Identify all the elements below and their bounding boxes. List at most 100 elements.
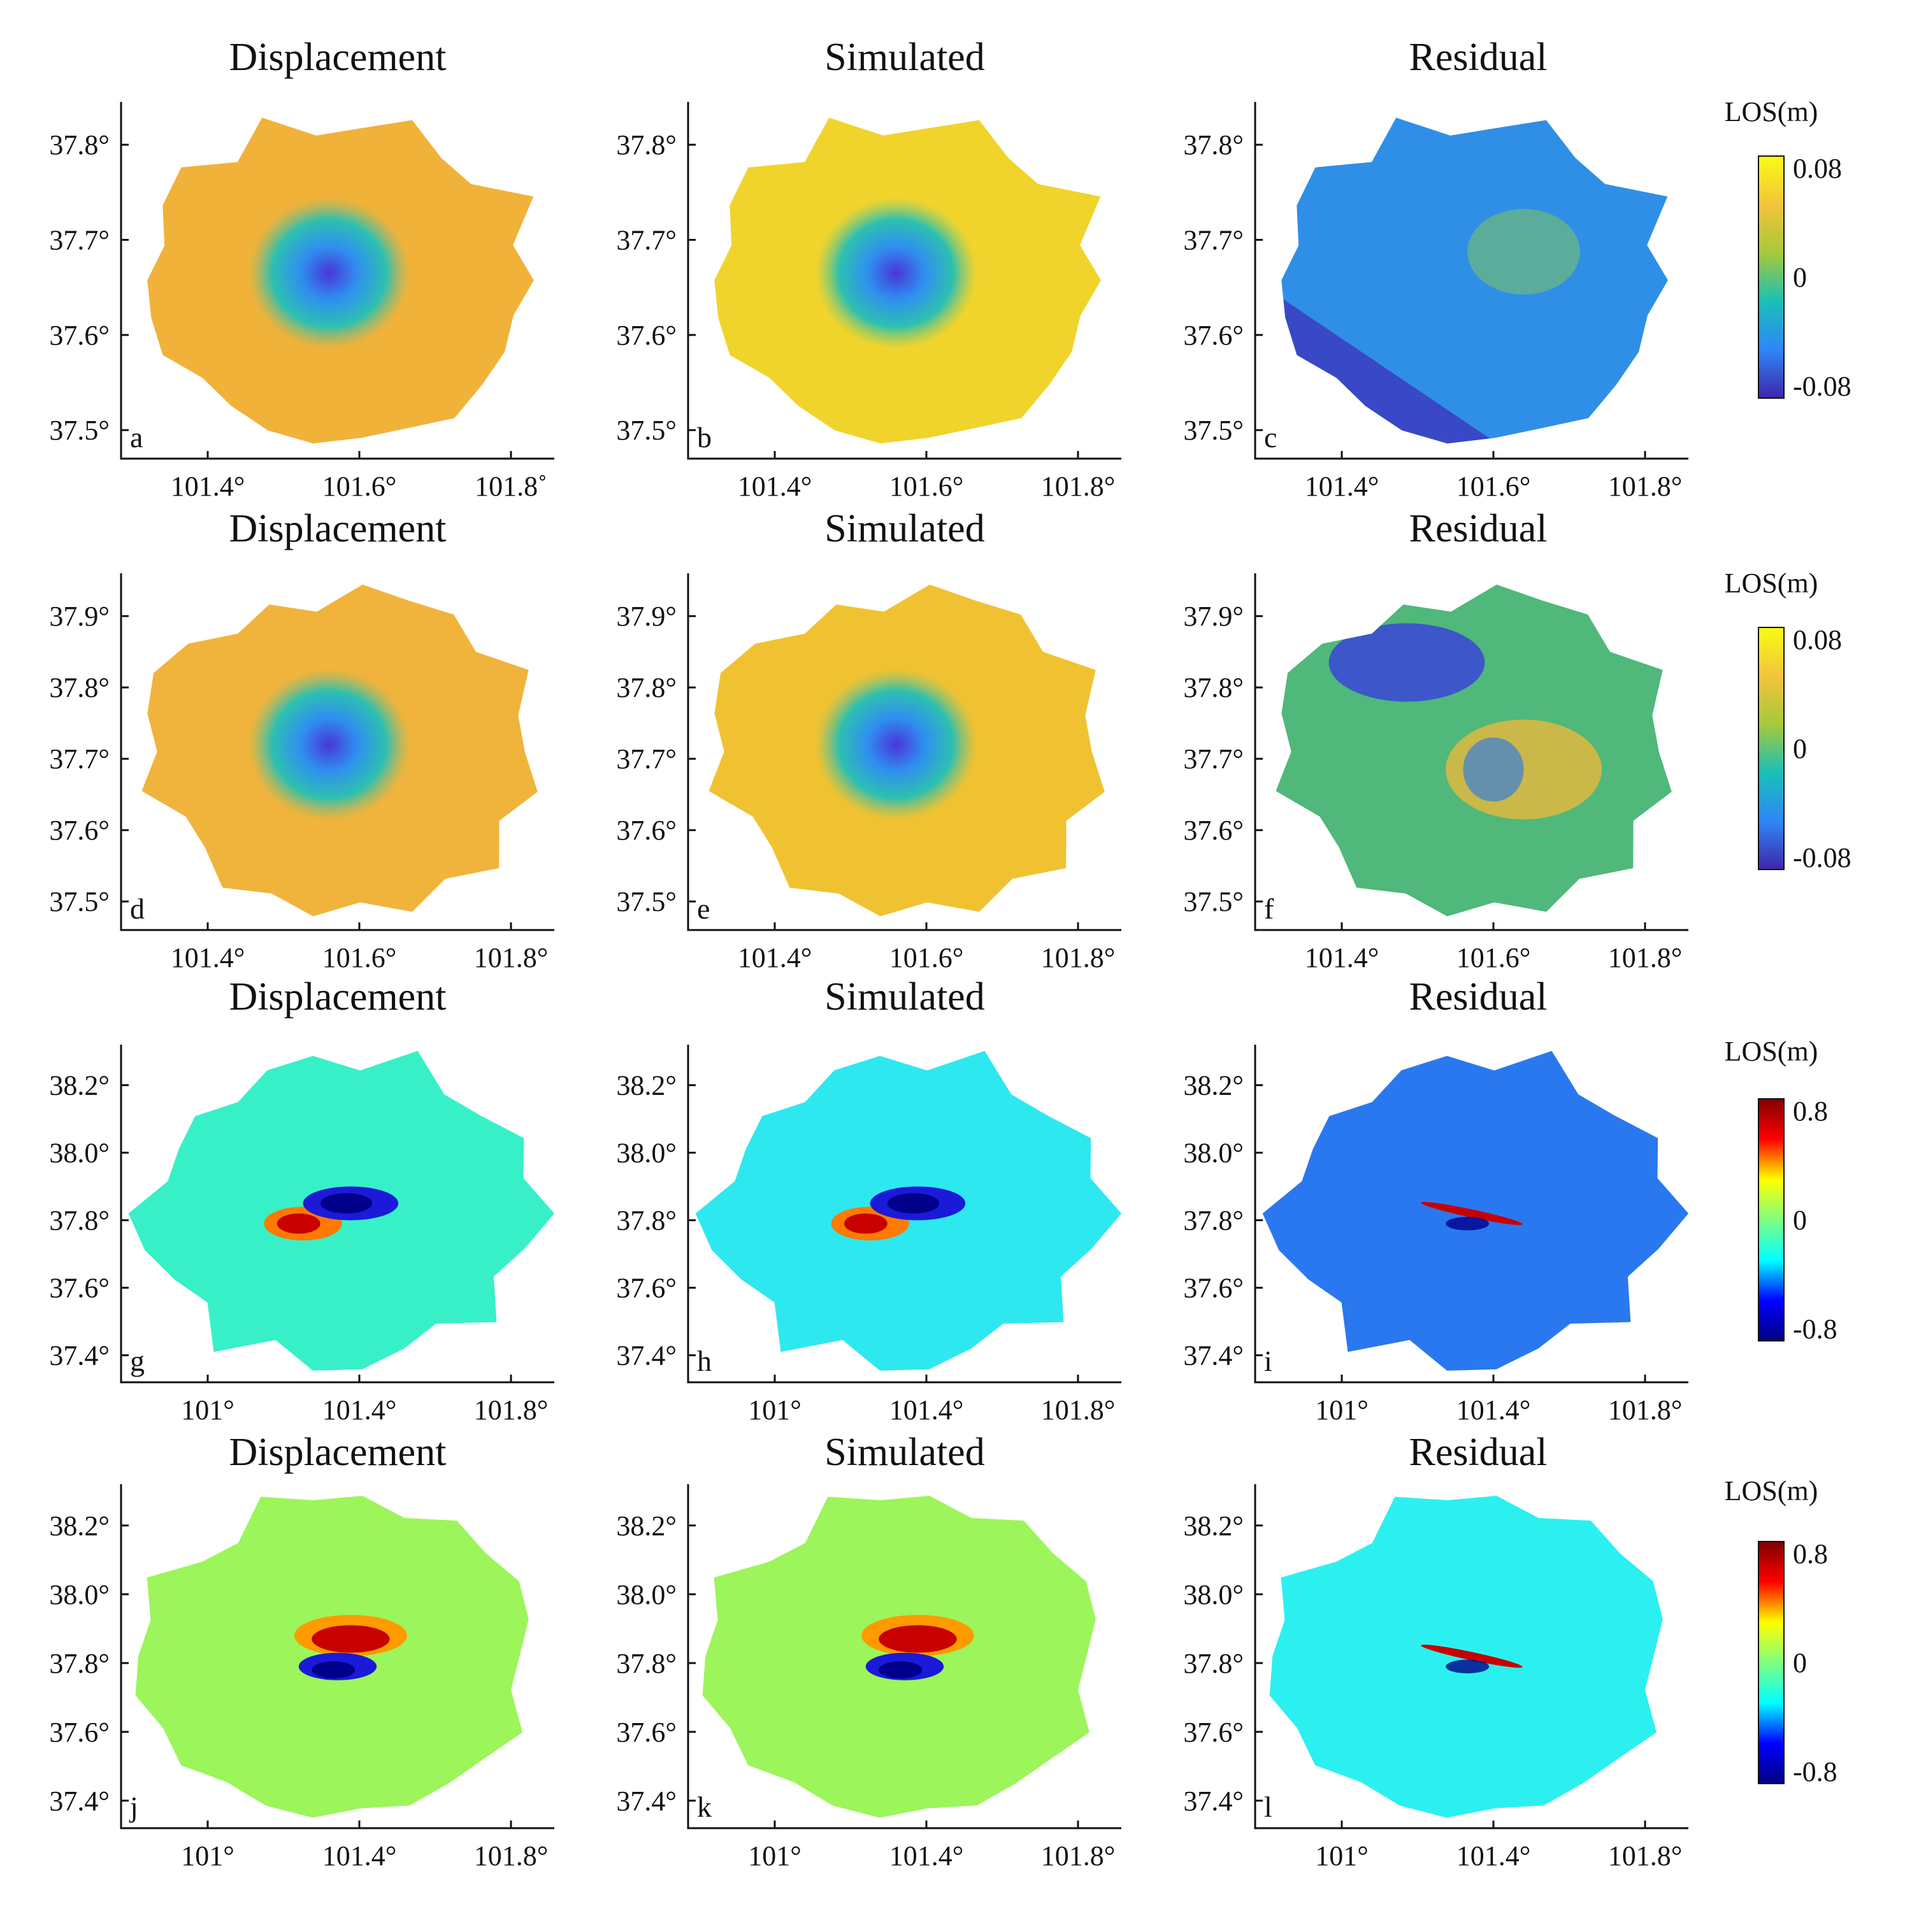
panel-letter-j: j bbox=[129, 1791, 138, 1823]
ytick-label: 37.7° bbox=[616, 225, 677, 256]
ytick-label: 37.4° bbox=[49, 1785, 110, 1817]
ytick-label: 37.4° bbox=[1183, 1785, 1244, 1817]
los-field-f bbox=[1276, 584, 1672, 917]
panel-title-h: Simulated bbox=[824, 975, 984, 1019]
panel-c: Residual c 37.8° 37.7° 37.6° 37.5° 101.4° 101.6… bbox=[1183, 36, 1688, 502]
colorbar-label: LOS(m) bbox=[1725, 568, 1818, 599]
ytick-label: 37.5° bbox=[1183, 415, 1244, 446]
ytick-label: 37.8° bbox=[1183, 1205, 1244, 1236]
panel-letter-e: e bbox=[697, 892, 710, 925]
ytick-label: 37.8° bbox=[49, 1648, 110, 1679]
ytick-label: 37.8° bbox=[49, 1205, 110, 1236]
ytick-label: 37.6° bbox=[616, 815, 677, 846]
axes-c bbox=[1254, 102, 1688, 460]
axes-l bbox=[1254, 1484, 1688, 1829]
ytick-label: 37.5° bbox=[49, 415, 110, 446]
ytick-label: 38.0° bbox=[49, 1579, 110, 1610]
ytick-label: 37.6° bbox=[1183, 320, 1244, 351]
ytick-label: 37.8° bbox=[616, 129, 677, 161]
ytick-label: 37.5° bbox=[49, 886, 110, 917]
axes-k bbox=[687, 1484, 1121, 1829]
xtick-label: 101.8° bbox=[1608, 1394, 1683, 1426]
ytick-label: 37.8° bbox=[1183, 129, 1244, 161]
colorbar-label: LOS(m) bbox=[1725, 1475, 1818, 1506]
xtick-label: 101.4° bbox=[738, 471, 812, 502]
axes-e bbox=[687, 573, 1121, 931]
xtick-label: 101.6° bbox=[322, 942, 397, 973]
axes-h bbox=[687, 1045, 1121, 1384]
colorbar-tick-min: -0.08 bbox=[1793, 842, 1851, 873]
ytick-label: 37.6° bbox=[49, 1273, 110, 1304]
xtick-label: 101.8° bbox=[1608, 1840, 1683, 1871]
panel-b: Simulated b 37.8° 37.7° 37.6° 37.5° 101.4° 101.… bbox=[616, 36, 1121, 502]
panel-title-d: Displacement bbox=[229, 507, 447, 550]
xtick-label: 101.4° bbox=[171, 942, 245, 973]
colorbar-tick-max: 0.8 bbox=[1793, 1538, 1828, 1570]
ytick-label: 37.8° bbox=[616, 672, 677, 703]
ytick-label: 37.8° bbox=[49, 672, 110, 703]
panel-g: Displacement g 38.2° 38.0° 37.8° 37.6° 37.4° 10… bbox=[49, 975, 554, 1426]
ytick-label: 37.5° bbox=[616, 886, 677, 917]
xtick-label: 101.8° bbox=[1041, 471, 1116, 502]
colorbar-tick-mid: 0 bbox=[1793, 733, 1807, 764]
colorbar-label: LOS(m) bbox=[1725, 1036, 1818, 1067]
axes-g bbox=[120, 1045, 554, 1384]
colorbar-tick-min: -0.08 bbox=[1793, 371, 1851, 402]
xtick-label: 101.8° bbox=[474, 1394, 549, 1426]
ytick-label: 37.8° bbox=[616, 1205, 677, 1236]
panel-letter-l: l bbox=[1264, 1791, 1272, 1823]
ytick-label: 37.7° bbox=[1183, 225, 1244, 256]
xtick-label: 101° bbox=[181, 1840, 234, 1871]
ytick-label: 37.8° bbox=[49, 129, 110, 161]
panel-title-c: Residual bbox=[1409, 36, 1548, 79]
panel-l: Residual l 38.2° 38.0° 37.8° 37.6° 37.4° 101° 10… bbox=[1183, 1431, 1688, 1871]
colorbar-tick-min: -0.8 bbox=[1793, 1756, 1837, 1787]
xtick-label: 101.6° bbox=[889, 942, 964, 973]
xtick-label: 101° bbox=[748, 1394, 802, 1426]
ytick-label: 37.8° bbox=[1183, 672, 1244, 703]
xtick-label: 101.4° bbox=[171, 471, 245, 502]
ytick-label: 37.6° bbox=[49, 1717, 110, 1748]
panel-letter-f: f bbox=[1264, 892, 1274, 925]
ytick-label: 38.0° bbox=[1183, 1579, 1244, 1610]
axes-d bbox=[120, 573, 554, 931]
xtick-label: 101.6° bbox=[1456, 942, 1531, 973]
panel-title-j: Displacement bbox=[229, 1431, 447, 1474]
ytick-label: 38.0° bbox=[616, 1138, 677, 1169]
xtick-label: 101.8° bbox=[474, 942, 549, 973]
ytick-label: 37.6° bbox=[616, 1717, 677, 1748]
axes-b bbox=[687, 102, 1121, 460]
panel-d: Displacement d 37.9° 37.8° 37.7° 37.6° 37.5° 10… bbox=[49, 507, 554, 973]
colorbar-tick-max: 0.8 bbox=[1793, 1096, 1828, 1127]
xtick-label: 101.4° bbox=[322, 1394, 397, 1426]
ytick-label: 37.7° bbox=[49, 743, 110, 775]
ytick-label: 37.9° bbox=[1183, 601, 1244, 632]
panel-title-g: Displacement bbox=[229, 975, 447, 1019]
panel-title-e: Simulated bbox=[824, 507, 984, 550]
colorbar-2: LOS(m) 0.08 0 -0.08 bbox=[1725, 568, 1851, 873]
xtick-label: 101.4° bbox=[889, 1840, 964, 1871]
ytick-label: 37.4° bbox=[1183, 1340, 1244, 1371]
xtick-label: 101.4° bbox=[1305, 471, 1379, 502]
ytick-label: 38.2° bbox=[616, 1070, 677, 1101]
colorbar-tick-min: -0.8 bbox=[1793, 1313, 1837, 1345]
axes-f bbox=[1254, 573, 1688, 931]
ytick-label: 37.6° bbox=[49, 320, 110, 351]
ytick-label: 37.6° bbox=[616, 1273, 677, 1304]
xtick-label: 101.8° bbox=[1041, 1840, 1116, 1871]
panel-letter-g: g bbox=[130, 1345, 145, 1377]
ytick-label: 37.7° bbox=[616, 743, 677, 775]
panel-letter-a: a bbox=[130, 421, 143, 454]
xtick-label: 101.6° bbox=[889, 471, 964, 502]
ytick-label: 38.0° bbox=[49, 1138, 110, 1169]
panel-letter-b: b bbox=[697, 421, 712, 454]
xtick-label: 101.8° bbox=[1041, 942, 1116, 973]
ytick-label: 37.4° bbox=[616, 1785, 677, 1817]
ytick-label: 37.9° bbox=[616, 601, 677, 632]
panel-title-f: Residual bbox=[1409, 507, 1548, 550]
los-field-i bbox=[1262, 1050, 1688, 1371]
panel-letter-c: c bbox=[1264, 421, 1277, 454]
colorbar-ramp bbox=[1758, 1098, 1785, 1342]
ytick-label: 37.5° bbox=[616, 415, 677, 446]
ytick-label: 37.6° bbox=[616, 320, 677, 351]
